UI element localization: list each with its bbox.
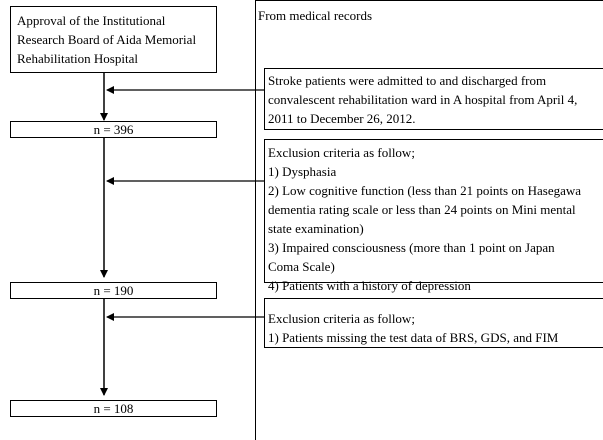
panel-title: From medical records — [258, 8, 373, 23]
medical-records-panel: From medical records — [255, 0, 603, 440]
approval-line-2: Research Board of Aida Memorial — [17, 32, 197, 47]
count-box-396: n = 396 — [10, 121, 217, 138]
inclusion-line-1: Stroke patients were admitted to and dis… — [268, 73, 547, 88]
inclusion-line-2: convalescent rehabilitation ward in A ho… — [268, 92, 578, 107]
approval-line-1: Approval of the Institutional — [17, 13, 166, 28]
exclusion-1-line-6: 3) Impaired consciousness (more than 1 p… — [268, 240, 555, 255]
exclusion-1-line-5: state examination) — [268, 221, 364, 236]
exclusion-1-line-7: Coma Scale) — [268, 259, 335, 274]
approval-line-3: Rehabilitation Hospital — [17, 51, 138, 66]
inclusion-line-3: 2011 to December 26, 2012. — [268, 111, 416, 126]
exclusion-1-line-2: 1) Dysphasia — [268, 164, 337, 179]
exclusion-2-line-1: Exclusion criteria as follow; — [268, 311, 415, 326]
exclusion-box-2: Exclusion criteria as follow; 1) Patient… — [264, 298, 603, 348]
exclusion-2-line-2: 1) Patients missing the test data of BRS… — [268, 330, 559, 345]
exclusion-1-line-4: dementia rating scale or less than 24 po… — [268, 202, 576, 217]
exclusion-box-1: Exclusion criteria as follow; 1) Dysphas… — [264, 139, 603, 293]
exclusion-1-line-3: 2) Low cognitive function (less than 21 … — [268, 183, 582, 198]
count-box-108: n = 108 — [10, 400, 217, 417]
approval-box: Approval of the Institutional Research B… — [10, 6, 217, 73]
count-box-190: n = 190 — [10, 282, 217, 299]
inclusion-box: Stroke patients were admitted to and dis… — [264, 68, 603, 130]
exclusion-1-line-8: 4) Patients with a history of depression — [268, 278, 471, 293]
exclusion-1-line-1: Exclusion criteria as follow; — [268, 145, 415, 160]
